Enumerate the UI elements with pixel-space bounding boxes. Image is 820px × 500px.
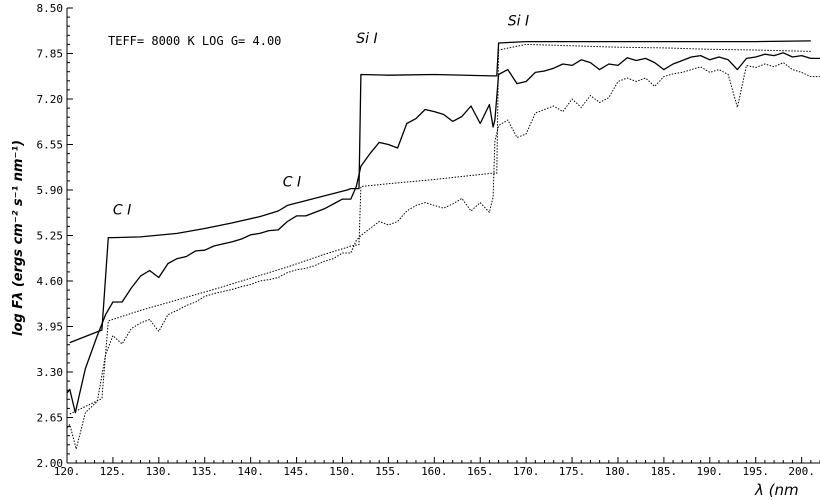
line-annotation: Si I (508, 14, 529, 30)
y-tick-label: 5.90 (37, 184, 64, 197)
model-parameters-label: TEFF= 8000 K LOG G= 4.00 (108, 34, 281, 48)
y-tick-label: 2.00 (37, 457, 64, 470)
x-tick-label: 175. (559, 465, 586, 478)
x-tick-label: 150. (329, 465, 356, 478)
y-tick-label: 7.20 (37, 93, 64, 106)
line-annotation: C I (283, 175, 301, 191)
label-layer: C I C I Si I Si I (113, 14, 529, 219)
series-layer (66, 40, 820, 450)
y-axis-label: log Fλ (ergs cm⁻² s⁻¹ nm⁻¹) (11, 140, 26, 336)
series-line-1 (69, 40, 811, 344)
x-tick-label: 140. (237, 465, 264, 478)
x-tick-label: 135. (191, 465, 218, 478)
line-annotation: C I (113, 203, 131, 219)
x-tick-label: 200. (788, 465, 815, 478)
series-line-2 (66, 52, 820, 414)
x-tick-label: 195. (742, 465, 769, 478)
x-tick-label: 165. (467, 465, 494, 478)
x-tick-label: 160. (421, 465, 448, 478)
y-tick-label: 7.85 (37, 48, 64, 61)
line-annotation: Si I (356, 31, 377, 47)
x-tick-label: 170. (513, 465, 540, 478)
y-tick-label: 8.50 (37, 2, 64, 15)
x-tick-label: 130. (146, 465, 173, 478)
y-tick-label: 4.60 (37, 275, 64, 288)
x-tick-label: 190. (697, 465, 724, 478)
y-tick-label: 3.95 (37, 321, 64, 334)
y-tick-label: 5.25 (37, 230, 64, 243)
x-tick-label: 145. (283, 465, 310, 478)
y-tick-label: 2.65 (37, 412, 64, 425)
x-tick-label: 185. (651, 465, 678, 478)
x-tick-label: 120. (54, 465, 81, 478)
x-tick-label: 125. (100, 465, 127, 478)
x-tick-label: 180. (605, 465, 632, 478)
series-line-3 (69, 43, 811, 415)
x-axis-label: λ (nm (754, 481, 799, 499)
series-line-4 (66, 62, 820, 450)
x-tick-label: 155. (375, 465, 402, 478)
y-tick-label: 3.30 (37, 366, 64, 379)
axes: 2.00 2.65 3.30 3.95 4.60 5.25 5.90 6.55 7.20 7.85… (37, 2, 820, 478)
y-tick-label: 6.55 (37, 139, 64, 152)
